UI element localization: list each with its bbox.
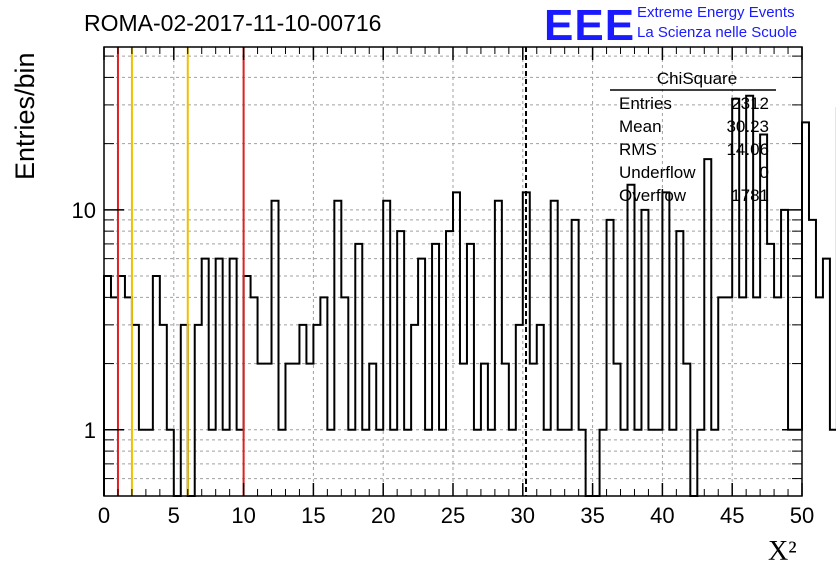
stats-row-label: Mean xyxy=(619,117,662,136)
x-tick-label: 0 xyxy=(98,503,110,528)
x-tick-label: 50 xyxy=(790,503,814,528)
eee-logo-line1: Extreme Energy Events xyxy=(637,4,795,21)
stats-row-label: Overflow xyxy=(619,186,687,205)
stats-row-value: 1781 xyxy=(731,186,769,205)
stats-row-value: 30.23 xyxy=(726,117,769,136)
stats-row-label: Entries xyxy=(619,94,672,113)
stats-row-label: Underflow xyxy=(619,163,696,182)
eee-logo-line2: La Scienza nelle Scuole xyxy=(637,24,798,41)
x-tick-label: 15 xyxy=(301,503,325,528)
stats-row-value: 0 xyxy=(760,163,769,182)
x-tick-label: 25 xyxy=(441,503,465,528)
stats-box-title: ChiSquare xyxy=(657,69,737,88)
x-tick-label: 5 xyxy=(168,503,180,528)
y-tick-label: 10 xyxy=(72,198,96,223)
x-tick-label: 45 xyxy=(720,503,744,528)
x-tick-label: 35 xyxy=(580,503,604,528)
chart-title: ROMA-02-2017-11-10-00716 xyxy=(84,10,382,36)
x-tick-label: 10 xyxy=(231,503,255,528)
y-tick-label: 1 xyxy=(84,418,96,443)
stats-row-label: RMS xyxy=(619,140,657,159)
x-tick-label: 20 xyxy=(371,503,395,528)
x-tick-label: 30 xyxy=(511,503,535,528)
stats-row-value: 14.06 xyxy=(726,140,769,159)
eee-logo: EEE xyxy=(544,1,636,50)
x-axis-label: Χ² xyxy=(768,536,797,567)
x-tick-label: 40 xyxy=(650,503,674,528)
stats-row-value: 2312 xyxy=(731,94,769,113)
